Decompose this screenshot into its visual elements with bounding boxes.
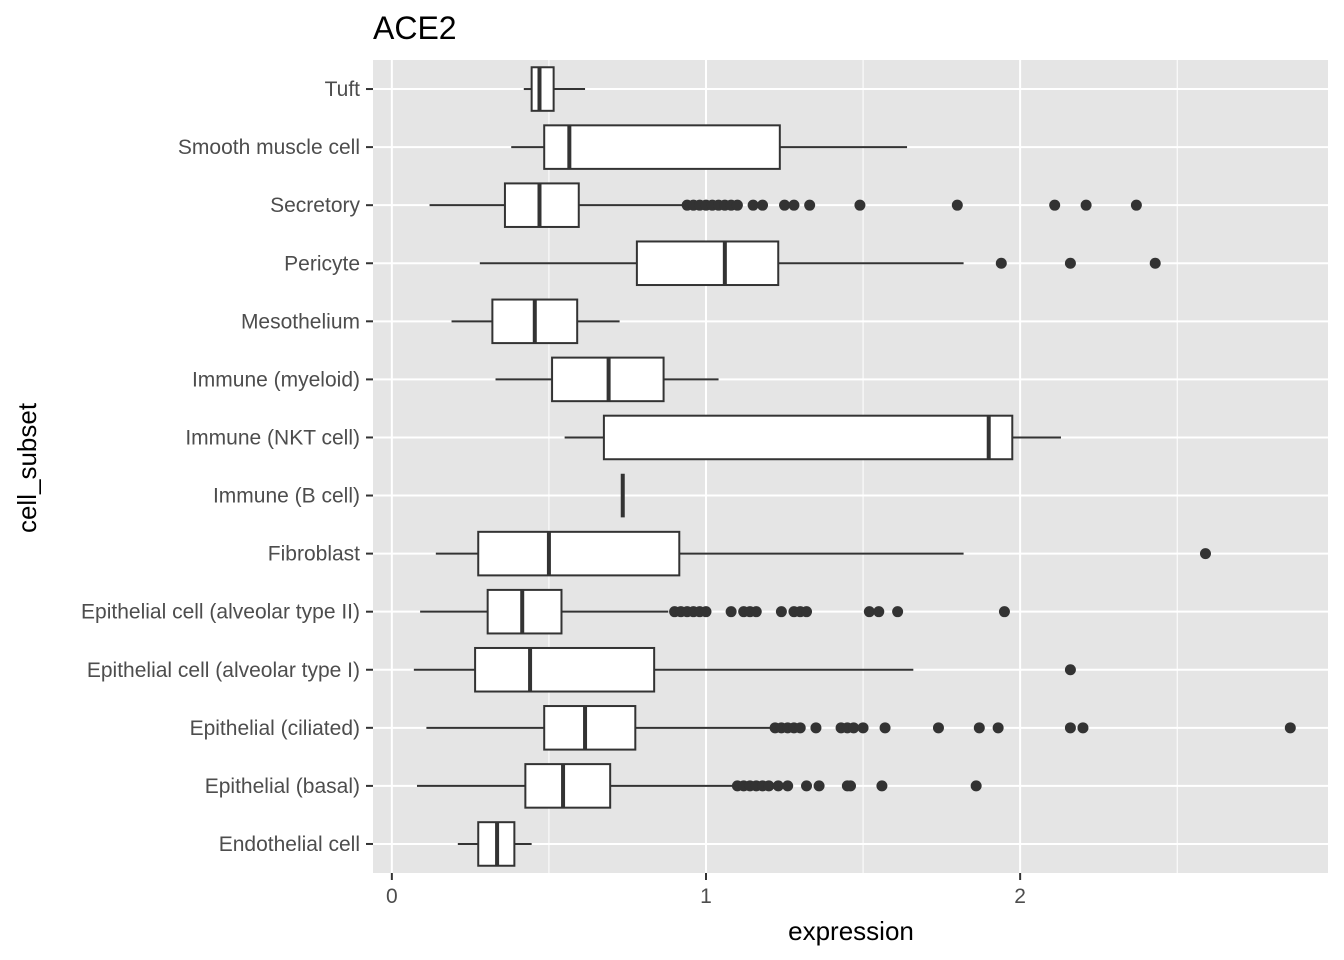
x-tick-label: 0 bbox=[386, 885, 398, 908]
outlier-point bbox=[747, 199, 759, 211]
outlier-point bbox=[779, 199, 791, 211]
box-group bbox=[435, 530, 1211, 577]
box-iqr bbox=[503, 182, 580, 228]
outlier-point bbox=[775, 606, 787, 618]
box-iqr bbox=[486, 588, 563, 635]
y-tick-label: Pericyte bbox=[284, 252, 360, 275]
box-iqr bbox=[474, 646, 656, 693]
y-tick-label: Epithelial (basal) bbox=[205, 775, 360, 798]
outlier-point bbox=[810, 722, 822, 734]
outlier-point bbox=[1080, 199, 1092, 211]
plot-panel bbox=[373, 60, 1328, 873]
outlier-point bbox=[992, 722, 1004, 734]
outlier-point bbox=[873, 606, 885, 618]
outlier-point bbox=[857, 722, 869, 734]
y-tick-label: Mesothelium bbox=[241, 310, 360, 333]
box-group bbox=[451, 298, 620, 345]
y-axis-title: cell_subset bbox=[12, 402, 42, 533]
y-tick-label: Secretory bbox=[270, 194, 360, 217]
box-group bbox=[479, 240, 1161, 287]
box-iqr bbox=[635, 240, 780, 287]
outlier-point bbox=[995, 257, 1007, 269]
box-iqr bbox=[477, 530, 681, 577]
outlier-point bbox=[970, 780, 982, 792]
box-iqr bbox=[543, 705, 637, 751]
outlier-point bbox=[794, 722, 806, 734]
chart-title: ACE2 bbox=[373, 10, 457, 46]
outlier-point bbox=[1077, 722, 1089, 734]
y-tick-label: Endothelial cell bbox=[219, 833, 360, 856]
outlier-point bbox=[801, 606, 813, 618]
y-tick-label: Immune (NKT cell) bbox=[185, 426, 360, 449]
box-group bbox=[416, 763, 982, 809]
outlier-point bbox=[863, 606, 875, 618]
y-tick-label: Immune (B cell) bbox=[213, 485, 360, 508]
outlier-point bbox=[1130, 199, 1142, 211]
outlier-point bbox=[848, 722, 860, 734]
y-axis: Tuft Smooth muscle cell Secretory Pericyte M… bbox=[81, 78, 373, 856]
y-tick-label: Epithelial (ciliated) bbox=[190, 717, 360, 740]
outlier-point bbox=[772, 780, 784, 792]
outlier-point bbox=[845, 780, 856, 792]
outlier-point bbox=[763, 780, 775, 792]
box-group bbox=[420, 588, 1010, 635]
outlier-point bbox=[801, 780, 813, 792]
outlier-point bbox=[731, 199, 743, 211]
outlier-point bbox=[951, 199, 963, 211]
outlier-point bbox=[1049, 199, 1061, 211]
outlier-point bbox=[813, 780, 825, 792]
y-tick-label: Epithelial cell (alveolar type II) bbox=[81, 601, 360, 624]
y-tick-label: Fibroblast bbox=[268, 543, 360, 566]
outlier-point bbox=[1284, 722, 1296, 734]
y-tick-label: Epithelial cell (alveolar type I) bbox=[87, 659, 360, 682]
outlier-point bbox=[892, 606, 904, 618]
x-axis: 0 1 2 bbox=[386, 873, 1026, 908]
outlier-point bbox=[876, 780, 888, 792]
box-group bbox=[426, 705, 1296, 751]
y-tick-label: Immune (myeloid) bbox=[192, 368, 360, 391]
outlier-point bbox=[854, 199, 866, 211]
box-iqr bbox=[530, 66, 555, 112]
x-tick-label: 1 bbox=[700, 885, 712, 908]
box-group bbox=[495, 356, 719, 403]
y-tick-label: Smooth muscle cell bbox=[178, 136, 360, 159]
outlier-point bbox=[750, 606, 762, 618]
outlier-point bbox=[1064, 722, 1076, 734]
outlier-point bbox=[973, 722, 985, 734]
y-tick-label: Tuft bbox=[325, 78, 361, 101]
outlier-point bbox=[1064, 664, 1076, 676]
box-group bbox=[413, 646, 1076, 693]
outlier-point bbox=[725, 606, 737, 618]
box-iqr bbox=[602, 414, 1014, 461]
outlier-point bbox=[879, 722, 891, 734]
box-series bbox=[413, 66, 1296, 867]
outlier-point bbox=[700, 606, 712, 618]
outlier-point bbox=[757, 199, 769, 211]
outlier-point bbox=[782, 780, 794, 792]
box-group bbox=[523, 66, 586, 112]
x-axis-title: expression bbox=[788, 916, 914, 946]
outlier-point bbox=[804, 199, 816, 211]
outlier-point bbox=[1199, 548, 1211, 560]
outlier-point bbox=[998, 606, 1010, 618]
box-group bbox=[564, 414, 1061, 461]
x-tick-label: 2 bbox=[1014, 885, 1026, 908]
outlier-point bbox=[932, 722, 944, 734]
outlier-point bbox=[1149, 257, 1161, 269]
outlier-point bbox=[1064, 257, 1076, 269]
outlier-point bbox=[788, 199, 800, 211]
box-group bbox=[511, 124, 908, 170]
box-group bbox=[429, 182, 1142, 228]
box-group bbox=[457, 821, 532, 867]
box-iqr bbox=[524, 763, 612, 809]
box-iqr bbox=[543, 124, 781, 170]
